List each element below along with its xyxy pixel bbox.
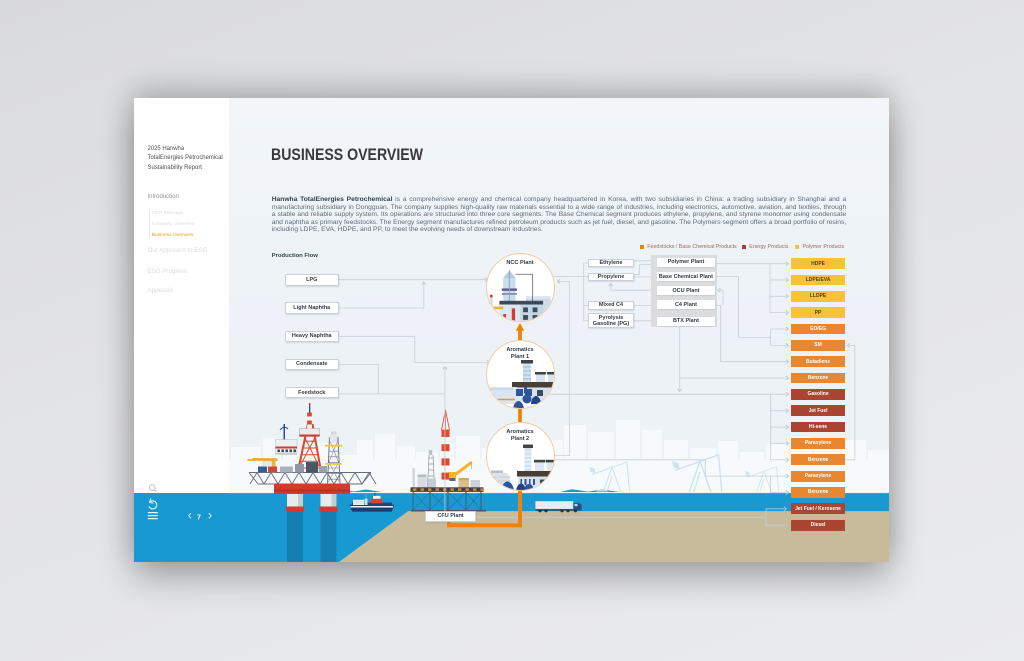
svg-text:7: 7 bbox=[197, 512, 201, 521]
